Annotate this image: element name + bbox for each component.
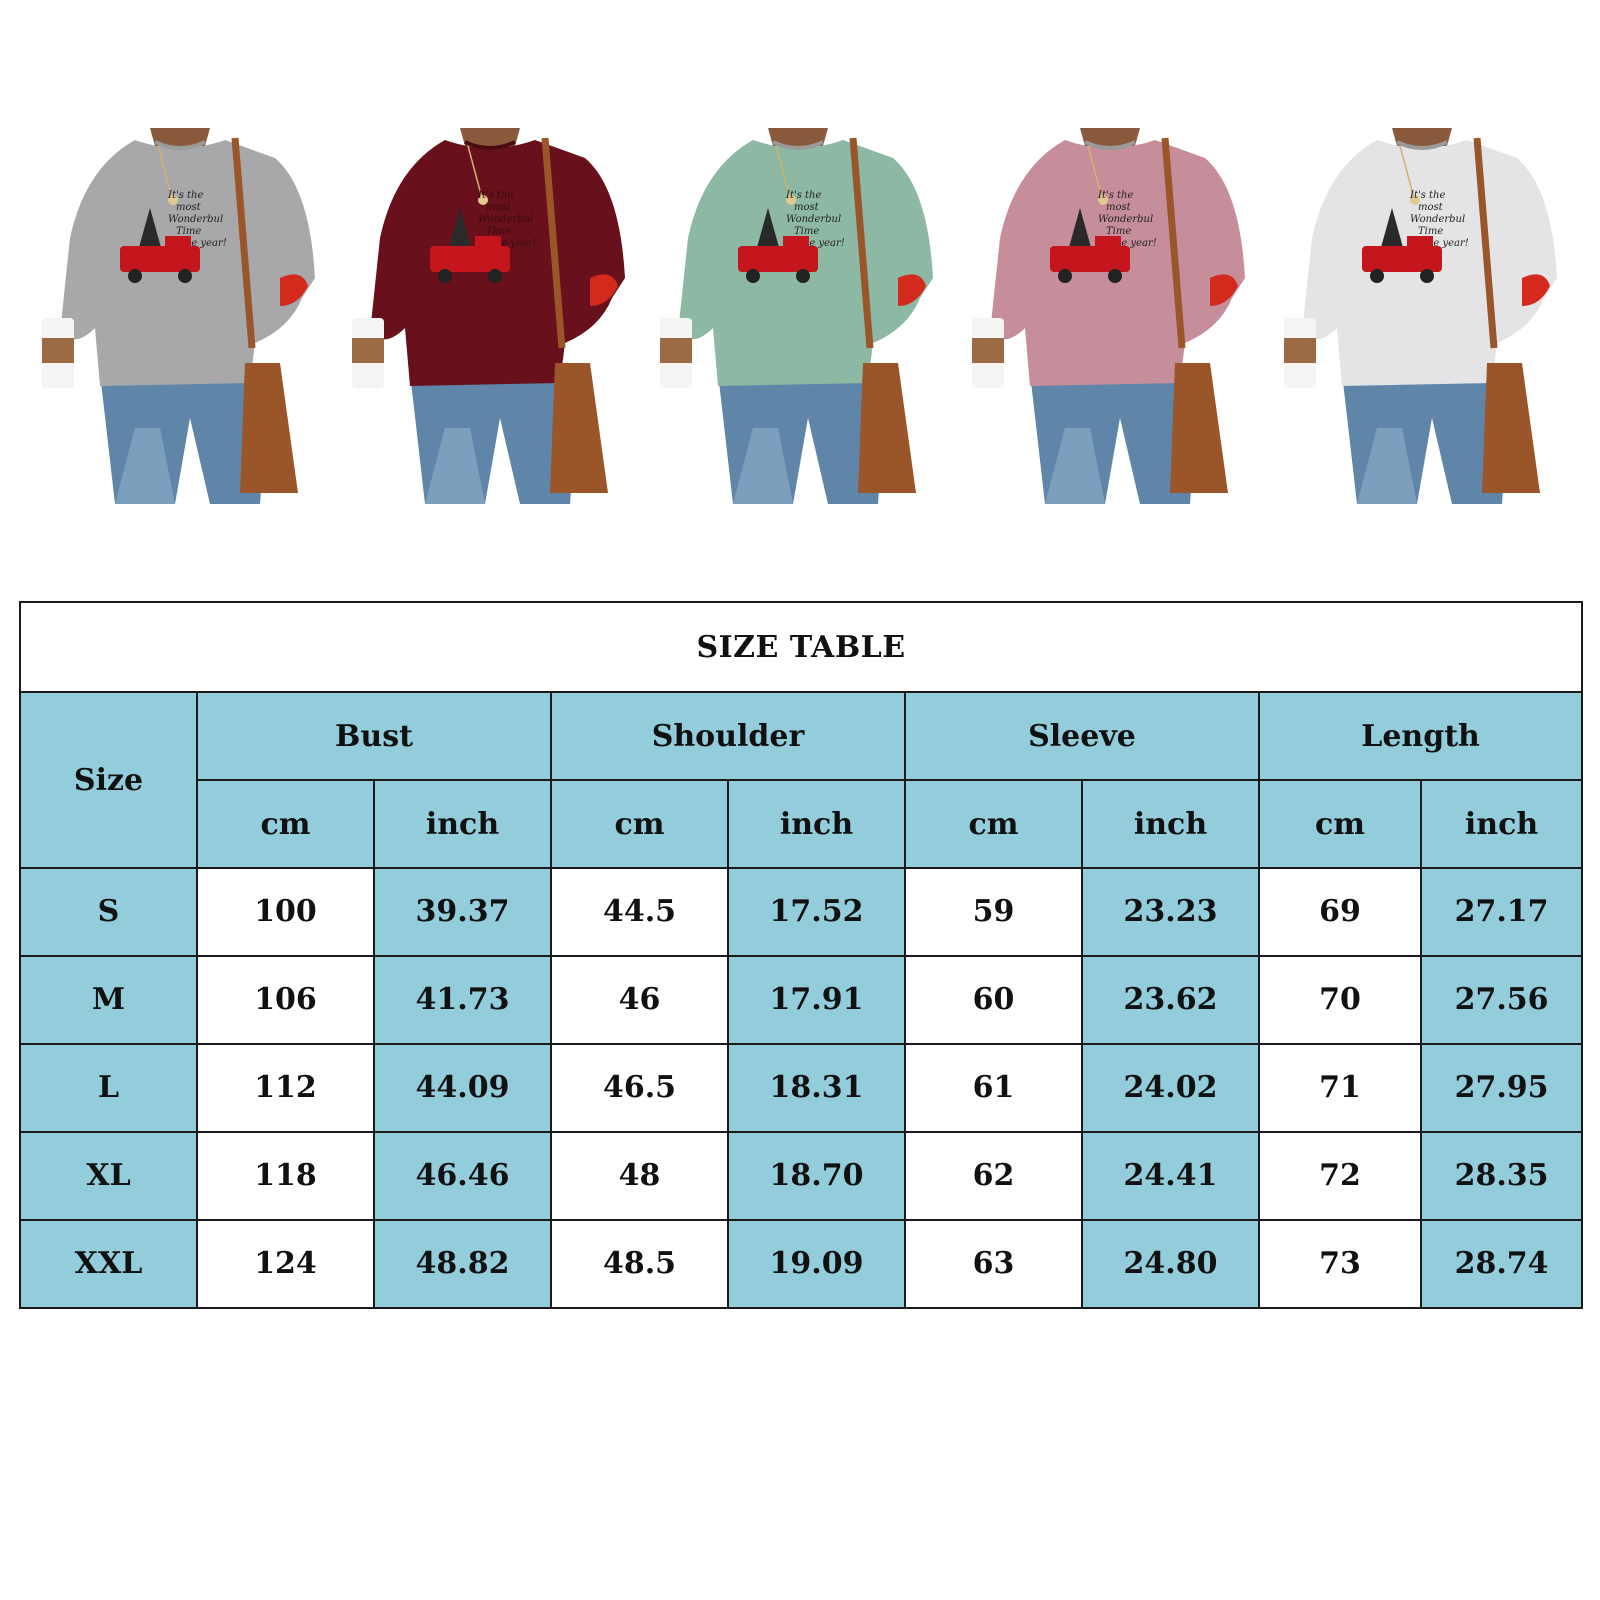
value-cell: 71 — [1258, 1042, 1422, 1133]
value-cell: 23.62 — [1081, 954, 1260, 1045]
value-cell: 27.95 — [1419, 1042, 1584, 1133]
value-cell: 23.23 — [1081, 867, 1260, 957]
value-cell: 44.5 — [550, 867, 729, 957]
header-sleeve: Sleeve — [904, 691, 1260, 782]
value-cell: 41.73 — [373, 954, 552, 1045]
value-cell: 48.5 — [550, 1218, 729, 1310]
size-cell: L — [19, 1042, 198, 1133]
value-cell: 18.31 — [727, 1042, 906, 1133]
value-cell: 48.82 — [373, 1218, 552, 1310]
header-sleeve-inch: inch — [1081, 779, 1260, 869]
value-cell: 19.09 — [727, 1218, 906, 1310]
table-row: S 100 39.37 44.5 17.52 59 23.23 69 27.17 — [19, 867, 1584, 957]
table-row: M 106 41.73 46 17.91 60 23.62 70 27.56 — [19, 954, 1584, 1045]
header-shoulder: Shoulder — [550, 691, 906, 782]
header-length-cm: cm — [1258, 779, 1422, 869]
table-row: XXL 124 48.82 48.5 19.09 63 24.80 73 28.74 — [19, 1218, 1584, 1310]
print-text: It's the most Wonderbul Time of the year! — [785, 190, 845, 249]
product-photo-white: It's the most Wonderbul Time of the year! — [1282, 128, 1572, 504]
size-cell: S — [19, 867, 198, 957]
value-cell: 17.91 — [727, 954, 906, 1045]
product-photo-green: It's the most Wonderbul Time of the year! — [658, 128, 948, 504]
bag-strap — [541, 137, 566, 349]
table-title: SIZE TABLE — [18, 600, 1584, 694]
product-photos: It's the most Wonderbul Time of the year! It… — [0, 128, 1600, 504]
value-cell: 112 — [196, 1042, 375, 1133]
value-cell: 72 — [1258, 1130, 1422, 1221]
value-cell: 62 — [904, 1130, 1083, 1221]
header-bust-cm: cm — [196, 779, 375, 869]
value-cell: 46.46 — [373, 1130, 552, 1221]
value-cell: 73 — [1258, 1218, 1422, 1310]
product-photo-burgundy: It's the most Wonderbul Time of the year! — [350, 128, 640, 504]
bag — [1482, 363, 1540, 493]
size-cell: M — [19, 954, 198, 1045]
value-cell: 59 — [904, 867, 1083, 957]
value-cell: 28.35 — [1419, 1130, 1584, 1221]
size-table: SIZE TABLE Size Bust Shoulder Sleeve Length c… — [18, 600, 1584, 1310]
value-cell: 24.41 — [1081, 1130, 1260, 1221]
header-bust-inch: inch — [373, 779, 552, 869]
bag — [240, 363, 298, 493]
value-cell: 27.56 — [1419, 954, 1584, 1045]
value-cell: 17.52 — [727, 867, 906, 957]
value-cell: 100 — [196, 867, 375, 957]
header-bust: Bust — [196, 691, 552, 782]
value-cell: 106 — [196, 954, 375, 1045]
value-cell: 124 — [196, 1218, 375, 1310]
value-cell: 39.37 — [373, 867, 552, 957]
size-cell: XL — [19, 1130, 198, 1221]
value-cell: 60 — [904, 954, 1083, 1045]
header-sleeve-cm: cm — [904, 779, 1083, 869]
bag-strap — [1161, 137, 1186, 349]
header-shoulder-inch: inch — [727, 779, 906, 869]
header-size: Size — [19, 691, 198, 869]
print-text: It's the most Wonderbul Time of the year! — [477, 190, 537, 249]
value-cell: 63 — [904, 1218, 1083, 1310]
product-photo-grey: It's the most Wonderbul Time of the year! — [40, 128, 330, 504]
value-cell: 28.74 — [1419, 1218, 1584, 1310]
value-cell: 69 — [1258, 867, 1422, 957]
value-cell: 46.5 — [550, 1042, 729, 1133]
header-row-units: cm inch cm inch cm inch cm inch — [20, 779, 1584, 869]
print-text: It's the most Wonderbul Time of the year! — [1409, 190, 1469, 249]
bag-strap — [231, 137, 256, 349]
print-text: It's the most Wonderbul Time of the year! — [167, 190, 227, 249]
value-cell: 44.09 — [373, 1042, 552, 1133]
value-cell: 118 — [196, 1130, 375, 1221]
header-length-inch: inch — [1419, 779, 1584, 869]
bag — [858, 363, 916, 493]
value-cell: 70 — [1258, 954, 1422, 1045]
header-row-groups: Size Bust Shoulder Sleeve Length — [19, 691, 1584, 869]
bag — [1170, 363, 1228, 493]
value-cell: 24.02 — [1081, 1042, 1260, 1133]
value-cell: 24.80 — [1081, 1218, 1260, 1310]
bag-strap — [1473, 137, 1498, 349]
size-cell: XXL — [19, 1218, 198, 1310]
value-cell: 61 — [904, 1042, 1083, 1133]
header-shoulder-cm: cm — [550, 779, 729, 869]
value-cell: 46 — [550, 954, 729, 1045]
value-cell: 18.70 — [727, 1130, 906, 1221]
bag-strap — [849, 137, 874, 349]
table-row: L 112 44.09 46.5 18.31 61 24.02 71 27.95 — [19, 1042, 1584, 1133]
header-length: Length — [1257, 691, 1584, 782]
bag — [550, 363, 608, 493]
value-cell: 48 — [550, 1130, 729, 1221]
print-text: It's the most Wonderbul Time of the year! — [1097, 190, 1157, 249]
product-photo-pink: It's the most Wonderbul Time of the year! — [970, 128, 1260, 504]
value-cell: 27.17 — [1419, 867, 1584, 957]
table-row: XL 118 46.46 48 18.70 62 24.41 72 28.35 — [19, 1130, 1584, 1221]
